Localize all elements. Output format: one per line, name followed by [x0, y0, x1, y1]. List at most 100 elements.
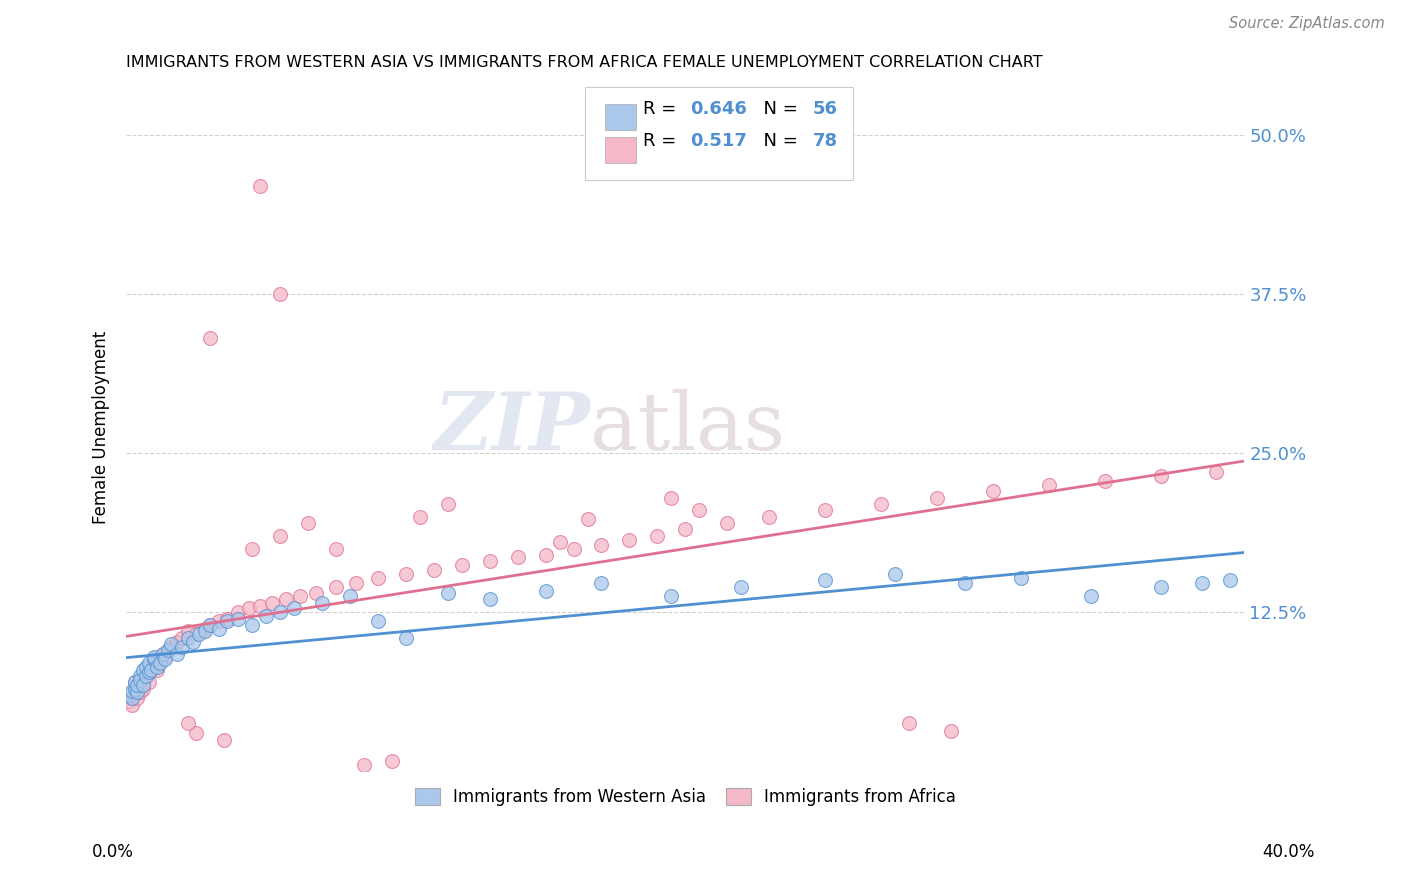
Point [198, 618, 221, 632]
Text: atlas: atlas [591, 389, 786, 467]
Point [325, 541, 347, 556]
Point [1205, 465, 1227, 479]
Point [198, 618, 221, 632]
Point [132, 673, 155, 687]
Point [339, 589, 361, 603]
Point [240, 541, 263, 556]
Y-axis label: Female Unemployment: Female Unemployment [93, 331, 110, 524]
Point [688, 503, 710, 517]
Point [716, 516, 738, 530]
Point [146, 660, 169, 674]
Point [344, 576, 367, 591]
Point [135, 669, 157, 683]
Point [591, 538, 613, 552]
Text: 78: 78 [813, 132, 838, 150]
Point [127, 690, 149, 705]
Point [925, 491, 948, 505]
Point [124, 681, 146, 696]
Point [149, 656, 172, 670]
Point [188, 627, 211, 641]
Point [152, 647, 174, 661]
Point [288, 589, 311, 603]
Point [193, 624, 215, 639]
Point [160, 640, 183, 654]
FancyBboxPatch shape [605, 136, 636, 163]
Point [548, 535, 571, 549]
Point [172, 640, 194, 654]
Point [953, 576, 976, 591]
Point [193, 622, 215, 636]
Point [138, 665, 160, 679]
Point [897, 716, 920, 731]
Text: R =: R = [643, 132, 682, 150]
Point [240, 618, 263, 632]
Point [534, 583, 557, 598]
Point [132, 678, 155, 692]
Point [395, 631, 418, 645]
Point [186, 627, 208, 641]
Point [436, 586, 458, 600]
Point [132, 681, 155, 696]
Text: Source: ZipAtlas.com: Source: ZipAtlas.com [1229, 16, 1385, 31]
Point [1149, 469, 1171, 483]
Text: IMMIGRANTS FROM WESTERN ASIA VS IMMIGRANTS FROM AFRICA FEMALE UNEMPLOYMENT CORRE: IMMIGRANTS FROM WESTERN ASIA VS IMMIGRAN… [127, 55, 1043, 70]
Point [249, 599, 271, 613]
FancyBboxPatch shape [585, 87, 853, 180]
Point [121, 684, 143, 698]
Point [157, 643, 180, 657]
Point [1191, 576, 1213, 591]
Point [226, 611, 249, 625]
Point [311, 596, 333, 610]
Point [661, 589, 683, 603]
Point [118, 694, 141, 708]
Point [269, 605, 291, 619]
Point [591, 576, 613, 591]
Point [325, 580, 347, 594]
Point [1149, 580, 1171, 594]
Point [226, 605, 249, 619]
Point [478, 554, 501, 568]
Point [1094, 474, 1116, 488]
Point [367, 614, 389, 628]
Point [409, 509, 432, 524]
Point [138, 656, 160, 670]
Point [1010, 571, 1032, 585]
Point [215, 614, 238, 628]
Point [395, 567, 418, 582]
Point [274, 592, 297, 607]
Point [249, 178, 271, 193]
Point [436, 497, 458, 511]
Point [124, 681, 146, 696]
Point [177, 716, 200, 731]
Point [981, 484, 1004, 499]
Point [661, 491, 683, 505]
Point [121, 698, 143, 713]
Point [450, 558, 472, 573]
Point [157, 643, 180, 657]
Point [166, 647, 188, 661]
Point [939, 723, 962, 738]
Point [177, 624, 200, 639]
Point [129, 669, 152, 683]
Point [215, 611, 238, 625]
Point [238, 601, 260, 615]
Text: 56: 56 [813, 100, 838, 119]
Point [305, 586, 328, 600]
Point [283, 601, 305, 615]
Point [129, 685, 152, 699]
Point [160, 637, 183, 651]
Point [1219, 574, 1241, 588]
Point [118, 688, 141, 702]
Text: N =: N = [752, 132, 804, 150]
Point [269, 529, 291, 543]
Text: ZIP: ZIP [433, 389, 591, 467]
Point [297, 516, 319, 530]
Point [152, 647, 174, 661]
Point [619, 533, 641, 547]
Point [367, 571, 389, 585]
Point [1080, 589, 1102, 603]
Point [269, 286, 291, 301]
Point [814, 503, 837, 517]
Point [198, 331, 221, 345]
Point [534, 548, 557, 562]
